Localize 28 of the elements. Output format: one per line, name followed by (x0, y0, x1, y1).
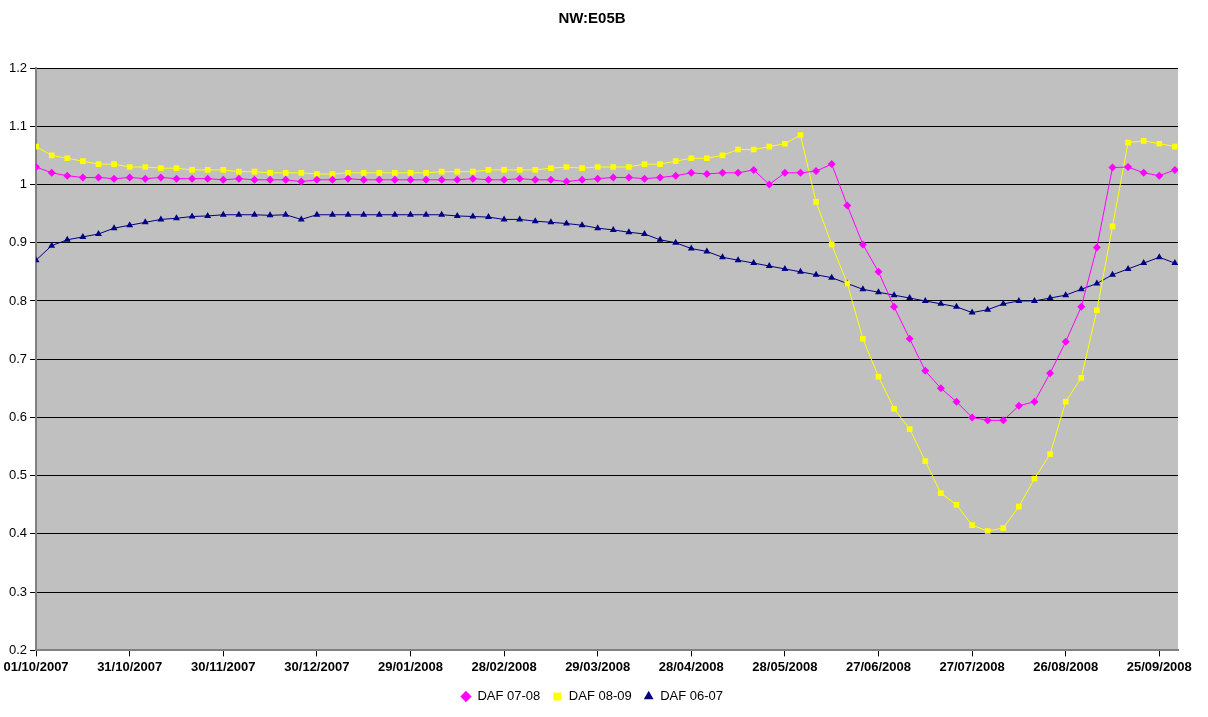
x-tick-label: 28/02/2008 (471, 658, 537, 674)
x-tick-label: 27/07/2008 (939, 658, 1005, 674)
legend-label: DAF 08-09 (568, 688, 632, 704)
x-tick-label: 30/12/2007 (284, 658, 350, 674)
y-tick-label: 0.2 (8, 641, 28, 657)
x-tick-label: 31/10/2007 (97, 658, 163, 674)
y-tick-label: 1 (19, 176, 28, 192)
y-tick-label: 0.6 (8, 409, 28, 425)
x-tick-label: 27/06/2008 (845, 658, 912, 674)
x-tick-label: 28/05/2008 (752, 658, 818, 674)
y-tick-label: 0.4 (8, 525, 28, 541)
y-tick-label: 0.9 (8, 234, 28, 250)
y-tick-label: 0.7 (8, 350, 28, 366)
y-tick-label: 1.2 (8, 59, 28, 75)
y-tick-label: 1.1 (8, 117, 28, 133)
legend-label: DAF 07-08 (477, 688, 541, 704)
x-tick-label: 28/04/2008 (658, 658, 724, 674)
legend-label: DAF 06-07 (660, 688, 724, 704)
x-tick-label: 01/10/2007 (3, 658, 69, 674)
y-tick-label: 0.8 (8, 292, 28, 308)
y-tick-label: 0.5 (8, 467, 28, 483)
x-tick-label: 29/03/2008 (565, 658, 631, 674)
x-tick-label: 30/11/2007 (191, 658, 256, 674)
x-tick-label: 25/09/2008 (1126, 658, 1192, 674)
y-tick-label: 0.3 (8, 583, 28, 599)
x-tick-label: 29/01/2008 (377, 658, 444, 674)
chart-title: NW:E05B (558, 9, 626, 27)
x-tick-label: 26/08/2008 (1033, 658, 1099, 674)
